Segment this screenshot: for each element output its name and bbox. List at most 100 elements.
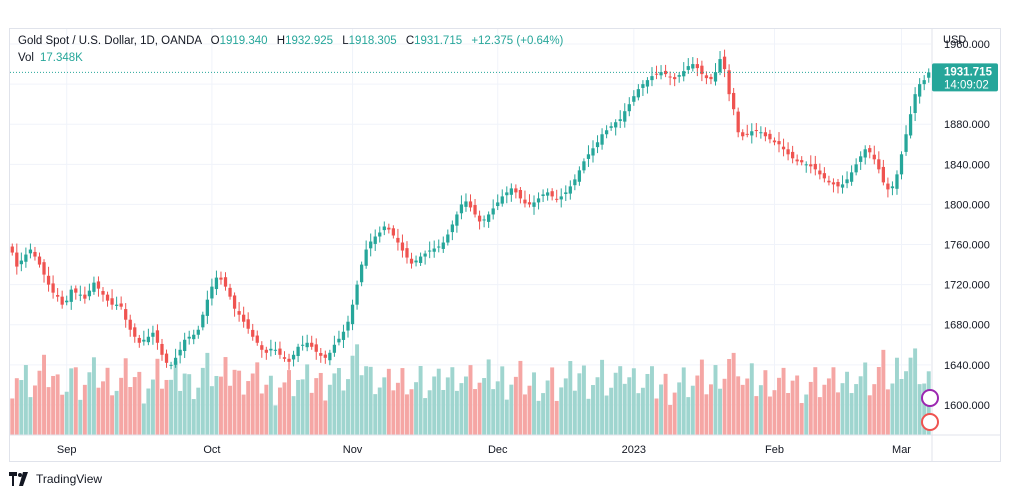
volume-bar bbox=[87, 372, 92, 435]
price-chart[interactable]: 1600.000 1640.000 1680.000 1720.000 1760.000… bbox=[10, 29, 1000, 461]
candle-body bbox=[205, 299, 209, 316]
volume-bar bbox=[790, 380, 795, 435]
volume-bar bbox=[91, 357, 96, 435]
volume-bar bbox=[849, 393, 854, 435]
x-tick-label: Dec bbox=[488, 444, 508, 456]
candle-body bbox=[441, 242, 445, 249]
candle-body bbox=[437, 246, 441, 248]
y-tick-label: 1680.000 bbox=[944, 320, 990, 332]
volume-bar bbox=[414, 382, 419, 435]
candle-body bbox=[210, 286, 214, 299]
candle-body bbox=[922, 80, 926, 85]
candle-body bbox=[155, 330, 160, 343]
volume-bar bbox=[382, 377, 387, 435]
time-axis[interactable]: Sep Oct Nov Dec 2023 Feb Mar bbox=[57, 444, 911, 456]
candle-body bbox=[668, 76, 672, 78]
candle-body bbox=[545, 192, 550, 196]
volume-bar bbox=[146, 388, 151, 435]
volume-bar bbox=[604, 395, 609, 435]
x-tick-label: Nov bbox=[343, 444, 363, 456]
candle-body bbox=[264, 349, 268, 353]
candle-body bbox=[192, 334, 196, 340]
volume-bar bbox=[854, 384, 859, 435]
candle-body bbox=[74, 288, 78, 293]
symbol-title[interactable]: Gold Spot / U.S. Dollar, 1D, OANDA bbox=[18, 35, 202, 47]
candle-body bbox=[291, 354, 296, 360]
candle-body bbox=[173, 357, 178, 365]
volume-bar bbox=[268, 375, 273, 435]
volume-bar bbox=[209, 386, 214, 435]
candle-body bbox=[350, 304, 355, 325]
candle-body bbox=[704, 75, 709, 79]
low-value: 1918.305 bbox=[348, 35, 397, 47]
candle-body bbox=[482, 219, 486, 221]
candle-body bbox=[346, 321, 350, 331]
candle-body bbox=[133, 327, 137, 337]
candle-body bbox=[813, 163, 817, 170]
candle-body bbox=[24, 254, 28, 262]
candle-body bbox=[904, 134, 908, 152]
volume-bar bbox=[550, 367, 555, 435]
price-tag-background bbox=[932, 63, 998, 92]
volume-bar bbox=[255, 362, 260, 435]
price-axis[interactable]: 1600.000 1640.000 1680.000 1720.000 1760.000… bbox=[944, 39, 990, 412]
volume-bar bbox=[69, 368, 74, 435]
volume-bar bbox=[840, 383, 845, 435]
close-value: 1931.715 bbox=[414, 35, 463, 47]
candle-body bbox=[105, 294, 110, 301]
volume-bar bbox=[545, 380, 550, 435]
volume-bar bbox=[600, 359, 605, 435]
volume-bar bbox=[699, 359, 704, 435]
volume-bar bbox=[663, 373, 668, 435]
candle-body bbox=[119, 303, 123, 307]
candle-body bbox=[577, 170, 582, 182]
y-tick-label: 1760.000 bbox=[944, 240, 990, 252]
volume-bar bbox=[863, 362, 868, 435]
x-tick-label: 2023 bbox=[622, 444, 646, 456]
candle-body bbox=[586, 154, 591, 159]
footer[interactable]: TradingView bbox=[9, 472, 102, 486]
volume-bar bbox=[42, 354, 46, 435]
candle-body bbox=[242, 314, 246, 322]
volume-bar bbox=[500, 366, 505, 435]
candle-body bbox=[750, 131, 754, 136]
candle-body bbox=[142, 339, 146, 342]
volume-bar bbox=[922, 383, 927, 435]
candle-body bbox=[260, 345, 264, 350]
volume-bar bbox=[504, 399, 509, 435]
event-icon-dividend[interactable] bbox=[921, 389, 939, 407]
y-tick-label: 1840.000 bbox=[944, 159, 990, 171]
volume-bar bbox=[568, 361, 573, 435]
candle-body bbox=[595, 142, 600, 148]
volume-bar bbox=[740, 384, 745, 435]
open-label: O bbox=[210, 35, 220, 47]
volume-label[interactable]: Vol bbox=[18, 52, 34, 64]
candle-body bbox=[428, 250, 432, 252]
volume-bar bbox=[327, 384, 332, 435]
volume-bar bbox=[609, 387, 614, 435]
y-tick-label: 1800.000 bbox=[944, 199, 990, 211]
candle-body bbox=[845, 179, 849, 184]
candle-body bbox=[745, 133, 749, 135]
x-tick-label: Oct bbox=[203, 444, 220, 456]
volume-bar bbox=[822, 384, 827, 435]
volume-bar bbox=[101, 381, 105, 435]
volume-bar bbox=[799, 403, 804, 435]
event-icons[interactable] bbox=[921, 389, 939, 431]
volume-bar bbox=[196, 387, 201, 435]
candle-body bbox=[432, 248, 436, 252]
volume-bar bbox=[296, 379, 301, 435]
volume-bar bbox=[309, 392, 314, 435]
volume-bar bbox=[368, 366, 373, 435]
price-tag-countdown: 14:09:02 bbox=[944, 79, 989, 91]
candle-body bbox=[69, 289, 73, 302]
event-icon-earnings[interactable] bbox=[921, 413, 939, 431]
volume-bar bbox=[400, 368, 405, 435]
candle-body bbox=[305, 342, 309, 348]
volume-bar bbox=[722, 378, 727, 435]
chart-frame: 1600.000 1640.000 1680.000 1720.000 1760.000… bbox=[9, 28, 1001, 462]
volume-bar bbox=[872, 384, 877, 435]
volume-bar bbox=[454, 390, 459, 435]
candle-body bbox=[187, 336, 191, 339]
candle-body bbox=[809, 164, 813, 167]
